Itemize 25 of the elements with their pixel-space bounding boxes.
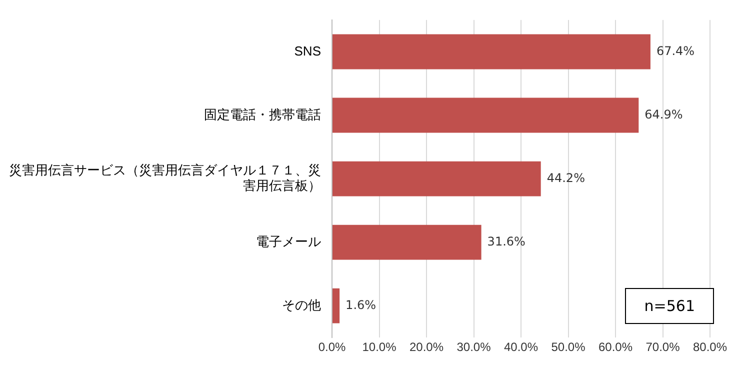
bar: [332, 288, 340, 324]
bar: [332, 98, 639, 133]
data-label: 1.6%: [346, 298, 376, 312]
y-tick-label: SNS: [294, 43, 322, 58]
data-label: 64.9%: [644, 107, 683, 122]
x-tick-label: 0.0%: [318, 340, 346, 354]
data-label: 67.4%: [656, 44, 695, 58]
y-tick-label: 電子メール: [256, 234, 321, 249]
bar: [332, 34, 650, 70]
y-tick-label: その他: [282, 297, 321, 312]
annotation: n=561: [625, 288, 714, 324]
x-tick-label: 50.0%: [551, 340, 586, 354]
x-tick-label: 20.0%: [409, 340, 444, 354]
bar: [332, 161, 541, 196]
x-tick-label: 60.0%: [598, 340, 633, 354]
y-tick-label: 災害用伝言サービス（災害用伝言ダイヤル１７１、災害用伝言板）: [9, 162, 321, 194]
x-tick-label: 10.0%: [362, 340, 397, 354]
x-tick-label: 30.0%: [456, 340, 492, 354]
x-tick-label: 70.0%: [646, 340, 680, 354]
data-label: 44.2%: [546, 170, 585, 185]
y-tick-label: 固定電話・携帯電話: [204, 106, 321, 122]
bar: [332, 224, 482, 260]
x-tick-label: 80.0%: [692, 340, 728, 354]
x-tick-label: 40.0%: [504, 340, 538, 354]
data-label: 31.6%: [487, 234, 526, 248]
